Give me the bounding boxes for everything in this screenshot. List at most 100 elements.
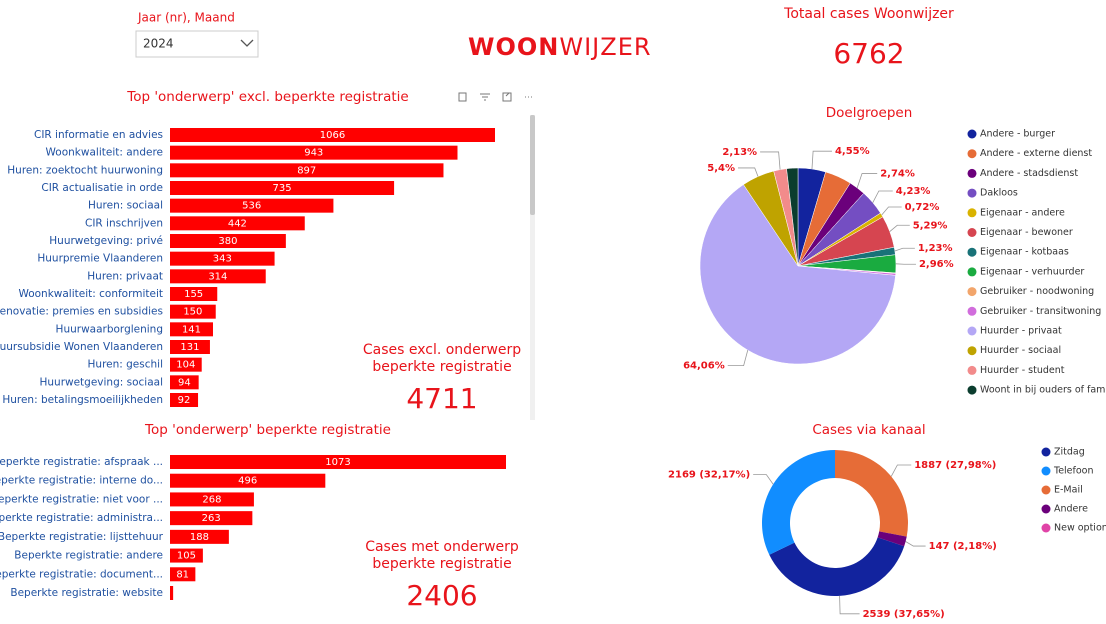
category-label: Huren: betalingsmoeilijkheden: [2, 394, 163, 406]
kpi-excl: Cases excl. onderwerp beperkte registrat…: [357, 342, 527, 415]
data-label: 1,23%: [918, 243, 953, 254]
legend-swatch: [1041, 523, 1051, 533]
value-label: 155: [184, 289, 203, 300]
value-label: 735: [272, 183, 291, 194]
legend-swatch: [967, 188, 977, 198]
legend-swatch: [967, 208, 977, 218]
value-label: 314: [208, 271, 227, 282]
category-label: Huren: geschil: [88, 359, 163, 371]
bar: [170, 548, 203, 563]
leader-line: [894, 247, 915, 252]
data-label: 0,72%: [905, 202, 940, 213]
scroll-track: [530, 115, 535, 420]
legend-label: Gebruiker - noodwoning: [980, 286, 1094, 297]
category-label: Beperkte registratie: afspraak ...: [0, 456, 163, 468]
legend-label: Gebruiker - transitwoning: [980, 306, 1101, 317]
category-label: CIR inschrijven: [85, 217, 163, 229]
value-label: 496: [238, 476, 257, 487]
value-label: 81: [176, 569, 189, 580]
category-label: Woonkwaliteit: andere: [46, 147, 163, 159]
legend-swatch: [967, 346, 977, 356]
category-label: Huren: privaat: [87, 270, 163, 282]
slice: [877, 531, 907, 547]
category-label: Beperkte registratie: lijsttehuur: [0, 531, 164, 543]
category-label: CIR actualisatie in orde: [41, 182, 163, 194]
kpi-title: Cases excl. onderwerp beperkte registrat…: [362, 342, 522, 375]
value-label: 897: [297, 165, 316, 176]
dropdown[interactable]: [135, 30, 259, 58]
legend-swatch: [967, 168, 977, 178]
value-label: 150: [183, 307, 202, 318]
data-label: 1887 (27,98%): [914, 460, 996, 471]
bar: [170, 340, 210, 354]
focus-icon[interactable]: [502, 92, 512, 102]
legend-swatch: [967, 149, 977, 159]
scroll-thumb[interactable]: [530, 115, 535, 215]
leader-line: [889, 224, 910, 232]
data-label: 4,55%: [835, 146, 870, 157]
chart-title: Top 'onderwerp' beperkte registratie: [144, 422, 391, 438]
data-label: 64,06%: [683, 361, 725, 372]
logo: WOONWIJZER: [468, 33, 652, 61]
bar: [170, 198, 334, 213]
legend-swatch: [967, 287, 977, 297]
value-label: 131: [180, 342, 199, 353]
leader-line: [881, 206, 902, 216]
pin-icon[interactable]: [458, 92, 467, 102]
kpi-total: Totaal cases Woonwijzer 6762: [759, 6, 979, 70]
legend-label: Huurder - privaat: [980, 326, 1062, 337]
value-label: 343: [213, 254, 232, 265]
data-label: 2,13%: [722, 147, 757, 158]
kpi-value: 2406: [406, 579, 478, 612]
value-label: 94: [178, 377, 191, 388]
value-label: 380: [218, 236, 237, 247]
legend-swatch: [967, 326, 977, 336]
legend-label: Andere - externe dienst: [980, 148, 1092, 159]
slice: [835, 450, 909, 537]
legend-label: Andere - stadsdienst: [980, 168, 1078, 179]
legend-swatch: [967, 385, 977, 395]
filter-icon[interactable]: [480, 93, 490, 101]
data-label: 5,4%: [707, 163, 735, 174]
leader-line: [811, 150, 832, 170]
bar: [170, 145, 458, 160]
legend-swatch: [1041, 504, 1051, 514]
category-label: Huurpremie Vlaanderen: [37, 253, 163, 265]
logo-bold: WOON: [468, 33, 559, 61]
legend-label: Andere: [1054, 504, 1088, 515]
leader-line: [839, 595, 860, 615]
value-label: 141: [182, 324, 201, 335]
category-label: Huurwaarborglening: [56, 323, 163, 335]
leader-line: [890, 464, 912, 477]
category-label: Beperkte registratie: administra...: [0, 512, 163, 524]
value-label: 442: [228, 218, 247, 229]
legend-swatch: [1041, 466, 1051, 476]
data-label: 2,74%: [880, 169, 915, 180]
bar: [170, 234, 286, 248]
category-label: Beperkte registratie: website: [10, 587, 163, 599]
data-label: 4,23%: [896, 186, 931, 197]
legend-swatch: [967, 306, 977, 316]
legend-label: Andere - burger: [980, 129, 1055, 140]
legend-label: Zitdag: [1054, 447, 1085, 458]
bar: [170, 304, 216, 319]
bar: [170, 586, 174, 600]
legend-label: Woont in bij ouders of familie: [980, 385, 1106, 396]
kpi-title: Cases met onderwerp beperkte registratie: [365, 539, 519, 572]
bar: [170, 567, 196, 582]
logo-rest: WIJZER: [559, 33, 651, 61]
value-label: 1073: [325, 457, 350, 468]
category-label: Huren: zoektocht huurwoning: [7, 164, 163, 176]
category-label: Woonkwaliteit: conformiteit: [18, 288, 163, 300]
legend-label: Huurder - student: [980, 365, 1065, 376]
bar: [170, 216, 305, 231]
category-label: Huurwetgeving: privé: [49, 235, 163, 247]
data-label: 5,29%: [913, 220, 948, 231]
category-label: Beperkte registratie: andere: [14, 550, 163, 562]
legend-label: E-Mail: [1054, 485, 1083, 496]
bar: [170, 455, 506, 469]
legend-label: Telefoon: [1053, 466, 1094, 477]
category-label: Huurwetgeving: sociaal: [39, 376, 163, 388]
kpi-title: Totaal cases Woonwijzer: [784, 6, 954, 22]
leader-line: [856, 173, 878, 189]
